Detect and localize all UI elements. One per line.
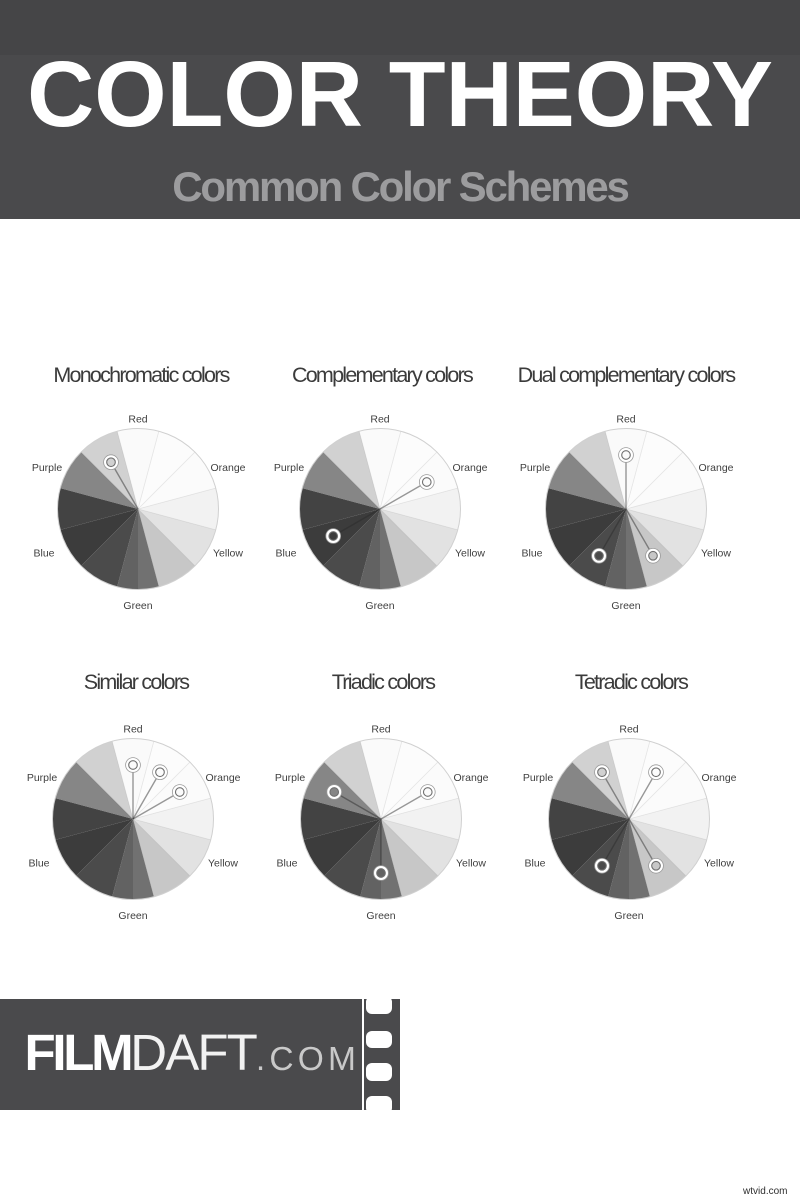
svg-text:Red: Red (128, 414, 147, 426)
svg-text:Green: Green (366, 910, 395, 922)
svg-text:Purple: Purple (274, 462, 305, 474)
svg-text:Blue: Blue (524, 857, 545, 869)
svg-text:Red: Red (616, 414, 635, 426)
svg-text:Yellow: Yellow (455, 548, 485, 560)
svg-text:Blue: Blue (275, 548, 296, 560)
svg-text:Red: Red (371, 723, 390, 735)
svg-text:Orange: Orange (452, 462, 487, 474)
svg-text:Green: Green (365, 600, 394, 612)
svg-text:Blue: Blue (33, 548, 54, 560)
svg-text:Blue: Blue (521, 548, 542, 560)
svg-text:Purple: Purple (32, 462, 63, 474)
svg-text:Yellow: Yellow (704, 857, 734, 869)
svg-text:Green: Green (614, 910, 643, 922)
svg-text:Blue: Blue (276, 857, 297, 869)
svg-text:Yellow: Yellow (213, 548, 243, 560)
svg-text:Orange: Orange (210, 462, 245, 474)
svg-text:Purple: Purple (27, 772, 58, 784)
svg-text:Yellow: Yellow (208, 857, 238, 869)
svg-text:Orange: Orange (205, 772, 240, 784)
svg-text:Yellow: Yellow (456, 857, 486, 869)
svg-text:Red: Red (123, 723, 142, 735)
svg-text:Red: Red (370, 414, 389, 426)
svg-text:Purple: Purple (520, 462, 551, 474)
svg-text:Orange: Orange (698, 462, 733, 474)
svg-text:Yellow: Yellow (701, 548, 731, 560)
svg-text:Red: Red (619, 723, 638, 735)
svg-text:Orange: Orange (701, 772, 736, 784)
svg-text:Green: Green (118, 910, 147, 922)
svg-text:Purple: Purple (275, 772, 306, 784)
svg-text:Purple: Purple (523, 772, 554, 784)
svg-text:Blue: Blue (28, 857, 49, 869)
svg-text:Green: Green (611, 600, 640, 612)
svg-text:Orange: Orange (453, 772, 488, 784)
svg-text:Green: Green (123, 600, 152, 612)
